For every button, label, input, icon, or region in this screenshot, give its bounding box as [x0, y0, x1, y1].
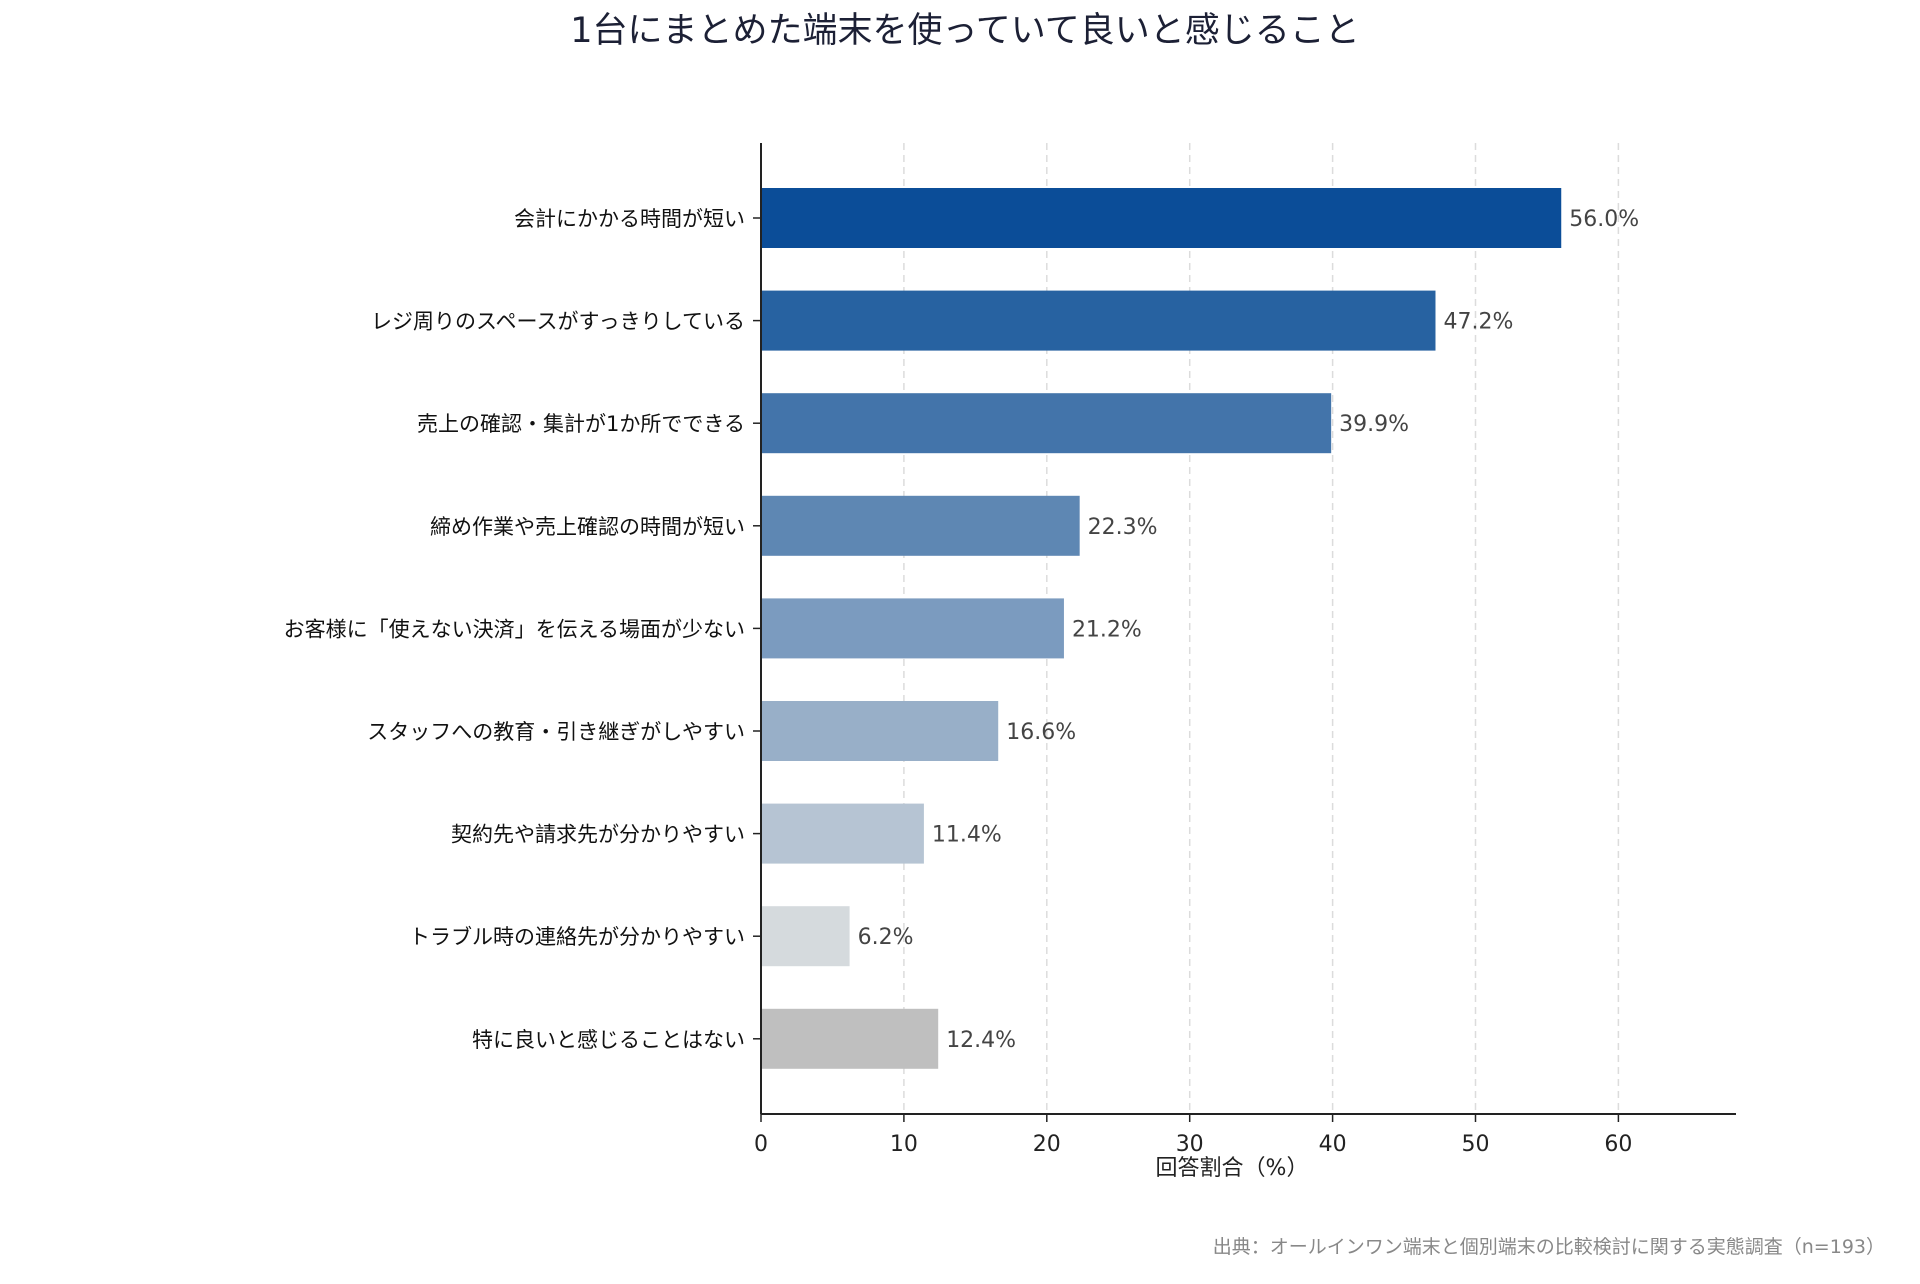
- x-tick-label: 40: [1319, 1132, 1347, 1157]
- x-tick-label: 20: [1033, 1132, 1061, 1157]
- value-label: 21.2%: [1072, 617, 1142, 642]
- category-label: 特に良いと感じることはない: [472, 1028, 745, 1052]
- category-label: スタッフへの教育・引き継ぎがしやすい: [367, 720, 745, 744]
- category-label: 会計にかかる時間が短い: [514, 207, 745, 231]
- value-label: 56.0%: [1569, 207, 1639, 232]
- x-tick-label: 60: [1604, 1132, 1632, 1157]
- value-label: 22.3%: [1088, 515, 1158, 540]
- category-label: 締め作業や売上確認の時間が短い: [430, 515, 745, 539]
- x-tick-label: 30: [1176, 1132, 1204, 1157]
- source-note: 出典：オールインワン端末と個別端末の比較検討に関する実態調査（n=193）: [1213, 1236, 1885, 1258]
- category-label: 契約先や請求先が分かりやすい: [451, 823, 745, 847]
- category-labels: 会計にかかる時間が短いレジ周りのスペースがすっきりしている売上の確認・集計が1か…: [284, 207, 745, 1052]
- value-label: 6.2%: [858, 925, 914, 950]
- value-label: 16.6%: [1006, 720, 1076, 745]
- x-tick-label: 0: [754, 1132, 768, 1157]
- category-label: トラブル時の連絡先が分かりやすい: [409, 925, 745, 949]
- axes: 0 10 20 30 40 50 60: [753, 143, 1736, 1157]
- bar: [761, 393, 1332, 454]
- x-axis-label: 回答割合（%）: [1156, 1156, 1309, 1181]
- x-tick-label: 50: [1462, 1132, 1490, 1157]
- value-label: 12.4%: [946, 1028, 1016, 1053]
- bar: [761, 1008, 939, 1069]
- category-label: レジ周りのスペースがすっきりしている: [371, 310, 745, 334]
- chart-title: 1台にまとめた端末を使っていて良いと感じること: [570, 11, 1359, 51]
- value-label: 11.4%: [932, 823, 1002, 848]
- bars: [761, 188, 1562, 1069]
- bar: [761, 906, 850, 967]
- value-label: 39.9%: [1339, 412, 1409, 437]
- bar: [761, 290, 1436, 351]
- category-label: お客様に「使えない決済」を伝える場面が少ない: [284, 617, 745, 641]
- x-tick-label: 10: [890, 1132, 918, 1157]
- bar: [761, 495, 1080, 556]
- category-label: 売上の確認・集計が1か所でできる: [417, 412, 745, 436]
- bar: [761, 188, 1562, 248]
- bar: [761, 598, 1064, 659]
- value-label: 47.2%: [1443, 310, 1513, 335]
- value-labels: 56.0% 47.2% 39.9% 22.3% 21.2% 16.6% 11.4% 6.2% 1…: [858, 207, 1640, 1053]
- bar: [761, 701, 999, 761]
- bar: [761, 803, 924, 864]
